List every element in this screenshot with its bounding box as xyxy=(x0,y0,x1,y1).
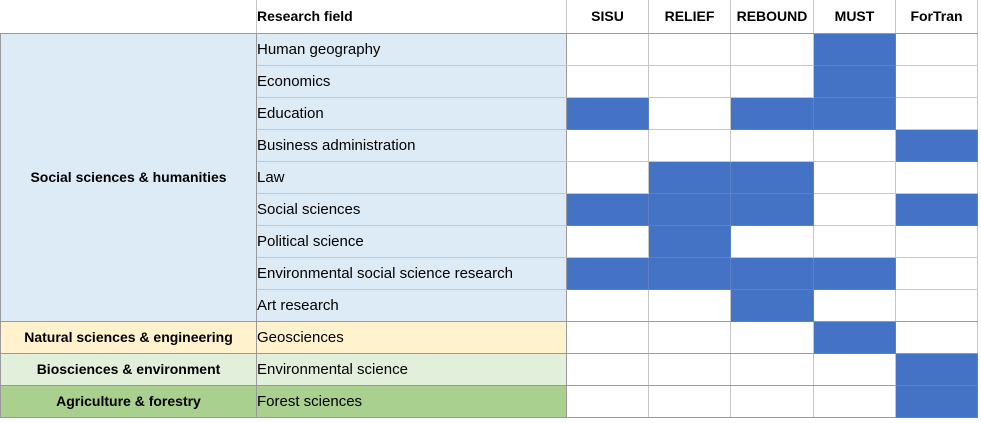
table-row: Economics xyxy=(1,65,978,98)
header-project-rebound: REBOUND xyxy=(730,0,814,34)
matrix-cell-rebound xyxy=(730,65,814,98)
table-row: Social sciences & humanities Human geogra… xyxy=(0,32,978,322)
matrix-cell-fortran xyxy=(895,193,978,226)
research-field-label: Law xyxy=(256,161,567,194)
table-row: Political science xyxy=(1,225,978,258)
matrix-body: Social sciences & humanities Human geogra… xyxy=(0,32,978,418)
header-corner xyxy=(0,0,257,34)
research-field-label: Environmental social science research xyxy=(256,257,567,290)
matrix-cell-rebound xyxy=(730,353,814,386)
matrix-cell-sisu xyxy=(566,385,649,418)
matrix-cell-must xyxy=(813,385,896,418)
matrix-cell-sisu xyxy=(566,193,649,226)
matrix-cell-relief xyxy=(648,129,731,162)
group-label: Natural sciences & engineering xyxy=(0,320,257,354)
matrix-cell-relief xyxy=(648,97,731,130)
header-project-must: MUST xyxy=(813,0,896,34)
matrix-cell-rebound xyxy=(730,97,814,130)
matrix-cell-must xyxy=(813,225,896,258)
header-research-field: Research field xyxy=(256,0,567,34)
matrix-cell-fortran xyxy=(895,289,978,322)
matrix-cell-must xyxy=(813,257,896,290)
matrix-cell-fortran xyxy=(895,33,978,66)
matrix-cell-fortran xyxy=(895,65,978,98)
matrix-cell-sisu xyxy=(566,97,649,130)
table-row: Law xyxy=(1,161,978,194)
research-field-label: Environmental science xyxy=(256,353,567,386)
header-row: Research field SISU RELIEF REBOUND MUST … xyxy=(0,0,978,34)
matrix-cell-must xyxy=(813,161,896,194)
table-row: Agriculture & forestry Forest sciences xyxy=(0,384,978,418)
research-field-label: Social sciences xyxy=(256,193,567,226)
table-row: Art research xyxy=(1,289,978,322)
header-project-relief: RELIEF xyxy=(648,0,731,34)
matrix-cell-relief xyxy=(648,193,731,226)
matrix-cell-sisu xyxy=(566,353,649,386)
research-field-label: Education xyxy=(256,97,567,130)
research-field-label: Forest sciences xyxy=(256,385,567,418)
matrix-cell-must xyxy=(813,289,896,322)
matrix-cell-relief xyxy=(648,289,731,322)
matrix-cell-relief xyxy=(648,33,731,66)
matrix-cell-relief xyxy=(648,353,731,386)
matrix-cell-must xyxy=(813,33,896,66)
matrix-cell-sisu xyxy=(566,289,649,322)
matrix-cell-fortran xyxy=(895,161,978,194)
table-row: Environmental social science research xyxy=(1,257,978,290)
matrix-cell-sisu xyxy=(566,33,649,66)
matrix-cell-must xyxy=(813,129,896,162)
matrix-cell-sisu xyxy=(566,257,649,290)
matrix-cell-must xyxy=(813,193,896,226)
matrix-cell-sisu xyxy=(566,161,649,194)
matrix-cell-fortran xyxy=(895,321,978,354)
matrix-cell-rebound xyxy=(730,33,814,66)
matrix-cell-rebound xyxy=(730,289,814,322)
matrix-cell-fortran xyxy=(895,385,978,418)
matrix-cell-must xyxy=(813,321,896,354)
matrix-cell-fortran xyxy=(895,353,978,386)
research-field-label: Business administration xyxy=(256,129,567,162)
matrix-cell-must xyxy=(813,353,896,386)
matrix-cell-fortran xyxy=(895,97,978,130)
matrix-cell-must xyxy=(813,65,896,98)
matrix-cell-fortran xyxy=(895,129,978,162)
matrix-cell-relief xyxy=(648,257,731,290)
table-row: Business administration xyxy=(1,129,978,162)
matrix-cell-rebound xyxy=(730,129,814,162)
group-label: Social sciences & humanities xyxy=(0,32,257,322)
table-row: Biosciences & environment Environmental s… xyxy=(0,352,978,386)
matrix-cell-relief xyxy=(648,321,731,354)
matrix-cell-sisu xyxy=(566,225,649,258)
research-field-label: Human geography xyxy=(256,33,567,66)
research-field-label: Economics xyxy=(256,65,567,98)
matrix-cell-rebound xyxy=(730,385,814,418)
matrix-cell-rebound xyxy=(730,225,814,258)
matrix-cell-sisu xyxy=(566,65,649,98)
research-field-label: Geosciences xyxy=(256,321,567,354)
group-label: Biosciences & environment xyxy=(0,352,257,386)
header-project-fortran: ForTran xyxy=(895,0,978,34)
header-project-sisu: SISU xyxy=(566,0,649,34)
group-label: Agriculture & forestry xyxy=(0,384,257,418)
research-field-label: Political science xyxy=(256,225,567,258)
matrix-cell-rebound xyxy=(730,321,814,354)
matrix-cell-relief xyxy=(648,161,731,194)
matrix-cell-relief xyxy=(648,65,731,98)
matrix-cell-relief xyxy=(648,385,731,418)
table-row: Natural sciences & engineering Geoscience… xyxy=(0,320,978,354)
matrix-cell-fortran xyxy=(895,257,978,290)
matrix-cell-must xyxy=(813,97,896,130)
matrix-cell-rebound xyxy=(730,257,814,290)
research-field-label: Art research xyxy=(256,289,567,322)
table-row: Education xyxy=(1,97,978,130)
matrix-cell-sisu xyxy=(566,321,649,354)
table-row: Social sciences xyxy=(1,193,978,226)
matrix-cell-fortran xyxy=(895,225,978,258)
matrix-cell-rebound xyxy=(730,161,814,194)
matrix-cell-sisu xyxy=(566,129,649,162)
matrix-cell-rebound xyxy=(730,193,814,226)
matrix-cell-relief xyxy=(648,225,731,258)
